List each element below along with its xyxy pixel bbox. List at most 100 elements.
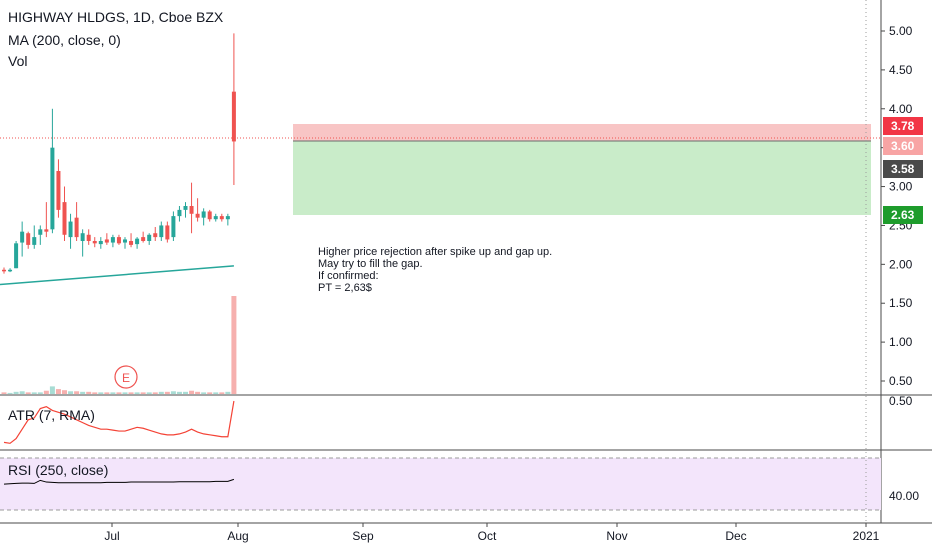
x-tick-label: Dec <box>725 529 746 543</box>
candle-body <box>2 269 6 272</box>
candle-body <box>219 216 224 220</box>
volume-bar <box>213 392 219 394</box>
target-price-tag: 2.63 <box>883 206 923 224</box>
volume-bar <box>43 390 49 394</box>
candle-body <box>195 213 200 218</box>
volume-bar <box>19 391 25 394</box>
candle-body <box>104 239 109 243</box>
candle-body <box>171 216 176 238</box>
candle-body <box>135 238 140 245</box>
earnings-marker-label: E <box>122 371 130 385</box>
volume-bar <box>122 392 128 394</box>
candle-body <box>50 147 55 230</box>
volume-bar <box>189 390 195 394</box>
volume-bar <box>116 392 122 394</box>
candle-body <box>116 237 121 244</box>
volume-bar <box>25 392 31 394</box>
x-tick-label: Jul <box>104 529 119 543</box>
rsi-indicator-label[interactable]: RSI (250, close) <box>8 462 109 478</box>
candle-body <box>201 211 206 218</box>
profit-target-zone[interactable] <box>293 141 871 215</box>
volume-bar <box>152 392 158 394</box>
annotation-line: May try to fill the gap. <box>318 258 423 270</box>
candle-body <box>213 216 218 220</box>
volume-bar <box>1 392 7 394</box>
candle-body <box>74 217 79 238</box>
x-tick-label: Sep <box>352 529 374 543</box>
candle-body <box>159 225 164 238</box>
volume-bar <box>7 392 13 394</box>
candle-body <box>123 239 127 243</box>
earnings-marker-icon[interactable] <box>114 365 138 389</box>
candle-body <box>165 225 170 240</box>
y-tick-label: 0.50 <box>889 374 913 388</box>
candle-body <box>14 243 19 269</box>
candle-body <box>32 237 37 245</box>
volume-bar <box>80 391 86 394</box>
volume-bar <box>110 392 116 394</box>
candle-body <box>183 206 188 210</box>
volume-bar <box>104 392 110 394</box>
y-tick-label: 4.00 <box>889 102 913 116</box>
volume-bar <box>176 391 182 394</box>
y-tick-label: 2.00 <box>889 257 913 271</box>
y-tick-label: 1.00 <box>889 335 913 349</box>
candle-body <box>92 241 97 244</box>
rsi-line <box>3 478 235 485</box>
x-tick-label: Aug <box>227 529 248 543</box>
volume-bar <box>68 391 74 394</box>
volume-bar <box>158 391 164 394</box>
volume-bar <box>49 386 55 394</box>
annotation-line: If confirmed: <box>318 270 379 282</box>
volume-bar <box>146 392 152 394</box>
candle-body <box>189 206 194 214</box>
candle-body <box>225 216 230 220</box>
trade-annotation[interactable]: Higher price rejection after spike up an… <box>318 246 552 294</box>
candle-body <box>56 171 61 210</box>
ma-indicator-label[interactable]: MA (200, close, 0) <box>8 32 121 48</box>
volume-bar <box>140 392 146 394</box>
volume-bar <box>225 391 231 394</box>
volume-bar <box>195 391 201 394</box>
candle-body <box>20 231 25 243</box>
volume-bar <box>231 296 237 394</box>
candle-body <box>177 209 182 217</box>
annotation-line: Higher price rejection after spike up an… <box>318 246 553 258</box>
candle-body <box>207 211 212 220</box>
entry-price-tag: 3.60 <box>883 137 923 155</box>
candle-body <box>98 241 103 245</box>
y-tick-label: 3.00 <box>889 180 913 194</box>
candle-body <box>147 234 152 241</box>
atr-indicator-label[interactable]: ATR (7, RMA) <box>8 407 95 423</box>
volume-bar <box>92 392 98 394</box>
candle-body <box>62 202 67 235</box>
volume-bar <box>86 391 92 394</box>
last-price-tag: 3.58 <box>883 160 923 178</box>
y-tick-label: 5.00 <box>889 24 913 38</box>
candle-body <box>44 229 49 232</box>
x-tick-label: 2021 <box>853 529 880 543</box>
volume-bar <box>62 390 67 394</box>
candle-body <box>68 221 73 238</box>
volume-bar <box>74 391 80 394</box>
stop-price-tag: 3.78 <box>883 117 923 135</box>
candle-body <box>231 91 236 142</box>
symbol-title[interactable]: HIGHWAY HLDGS, 1D, Cboe BZX <box>8 9 224 25</box>
volume-bar <box>37 392 43 394</box>
candle-body <box>38 229 43 235</box>
candle-body <box>141 237 146 241</box>
candle-body <box>110 237 115 243</box>
stop-loss-zone[interactable] <box>293 124 871 141</box>
volume-bar <box>207 392 213 394</box>
volume-bar <box>183 391 188 394</box>
volume-bar <box>31 392 37 394</box>
volume-indicator-label[interactable]: Vol <box>8 53 28 69</box>
candle-body <box>80 233 85 241</box>
rsi-tick-label: 40.00 <box>889 489 919 503</box>
y-tick-label: 1.50 <box>889 296 913 310</box>
volume-bar <box>170 391 176 394</box>
volume-bar <box>201 392 207 394</box>
atr-tick-label: 0.50 <box>889 394 913 408</box>
rsi-band <box>0 458 881 510</box>
